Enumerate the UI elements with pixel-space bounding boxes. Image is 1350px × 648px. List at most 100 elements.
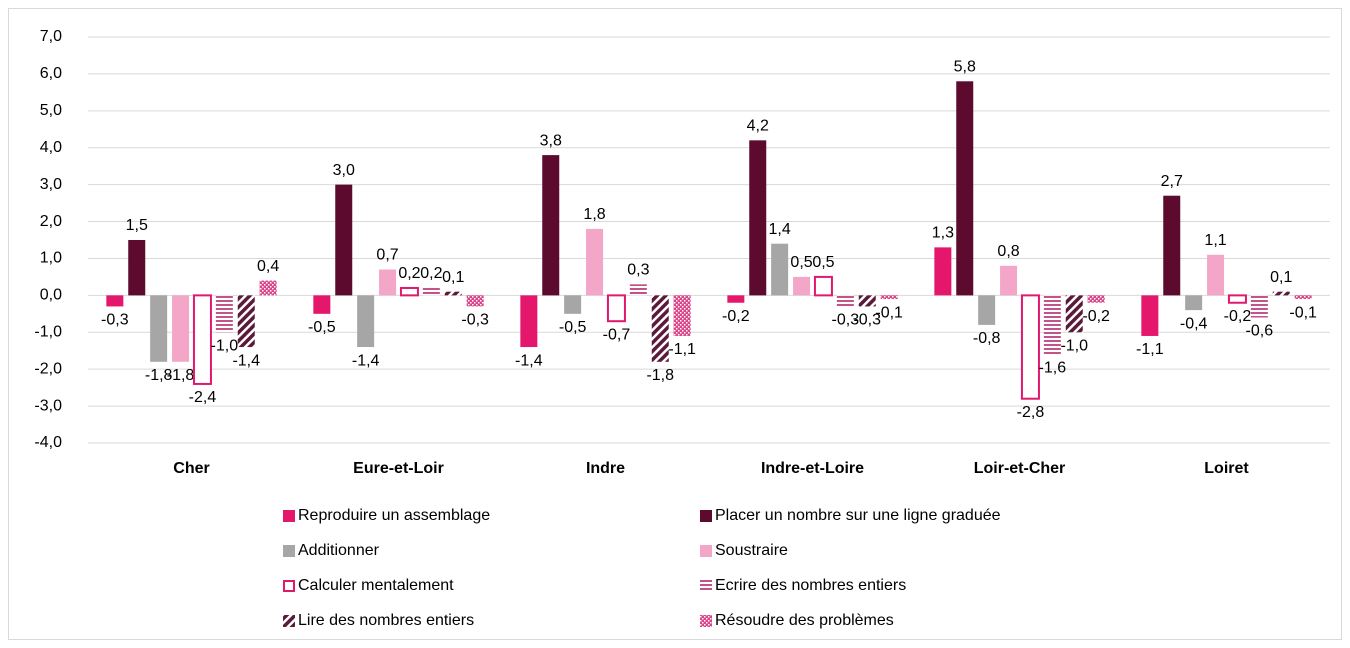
y-tick-label: 0,0 xyxy=(40,287,62,304)
data-label: -0,1 xyxy=(1289,304,1317,321)
bar xyxy=(793,276,811,296)
bar xyxy=(813,275,833,297)
bar xyxy=(606,294,626,323)
bar xyxy=(934,247,952,296)
bar xyxy=(150,295,168,362)
x-tick-label: Loir-et-Cher xyxy=(974,460,1066,477)
x-tick-label: Indre-et-Loire xyxy=(761,460,864,477)
bar xyxy=(673,295,691,336)
legend-swatch xyxy=(700,510,712,522)
y-tick-label: -2,0 xyxy=(34,360,62,377)
legend-label: Lire des nombres entiers xyxy=(298,612,474,629)
data-label: 1,4 xyxy=(769,221,791,238)
legend-label: Ecrire des nombres entiers xyxy=(715,577,906,594)
data-label: -1,0 xyxy=(1060,337,1088,354)
data-label: -1,4 xyxy=(352,352,380,369)
data-label: -1,0 xyxy=(211,337,239,354)
y-tick-label: -1,0 xyxy=(34,323,62,340)
legend-label: Additionner xyxy=(298,542,380,559)
legend-swatch xyxy=(283,580,295,592)
data-label: 0,1 xyxy=(442,269,464,286)
data-label: -1,4 xyxy=(232,352,260,369)
data-label: -0,3 xyxy=(853,312,881,329)
data-label: 1,1 xyxy=(1204,232,1226,249)
legend-label: Résoudre des problèmes xyxy=(715,612,894,629)
data-label: 0,2 xyxy=(420,265,442,282)
bar xyxy=(880,295,898,300)
bar xyxy=(357,295,375,348)
legend-swatch xyxy=(283,545,295,557)
data-label: 3,0 xyxy=(333,162,355,179)
bar xyxy=(858,295,876,307)
data-label: 5,8 xyxy=(954,59,976,76)
legend-label: Calculer mentalement xyxy=(298,577,454,594)
legend-label: Placer un nombre sur une ligne graduée xyxy=(715,507,1001,524)
bar xyxy=(1272,291,1290,296)
data-label: -0,5 xyxy=(559,319,587,336)
data-label: 3,8 xyxy=(540,132,562,149)
bar xyxy=(215,295,233,333)
legend-swatch xyxy=(700,545,712,557)
y-tick-label: -4,0 xyxy=(34,434,62,451)
y-tick-label: 2,0 xyxy=(40,213,62,230)
bar xyxy=(1227,294,1247,304)
y-tick-label: -3,0 xyxy=(34,397,62,414)
y-tick-label: 5,0 xyxy=(40,102,62,119)
data-label: 0,5 xyxy=(790,254,812,271)
bar xyxy=(335,184,353,296)
bar xyxy=(1207,254,1225,296)
bar xyxy=(771,243,789,296)
bar xyxy=(836,295,854,307)
bar xyxy=(727,295,745,303)
bar xyxy=(237,295,255,348)
x-tick-label: Loiret xyxy=(1204,460,1249,477)
data-label: 4,2 xyxy=(747,118,769,135)
bar xyxy=(564,295,582,314)
bar xyxy=(1020,294,1040,400)
data-label: 0,8 xyxy=(997,243,1019,260)
bar xyxy=(520,295,538,348)
y-tick-label: 6,0 xyxy=(40,65,62,82)
data-label: -0,8 xyxy=(973,330,1001,347)
bar xyxy=(172,295,190,362)
bar xyxy=(422,287,440,296)
bar xyxy=(1000,265,1018,296)
data-label: -0,3 xyxy=(832,312,860,329)
bar xyxy=(192,294,212,385)
bar xyxy=(749,140,767,296)
data-label: 2,7 xyxy=(1161,173,1183,190)
y-tick-label: 1,0 xyxy=(40,250,62,267)
bar xyxy=(1250,295,1268,318)
y-tick-label: 4,0 xyxy=(40,139,62,156)
data-label: -0,2 xyxy=(1224,308,1252,325)
bar xyxy=(629,284,647,296)
bar xyxy=(1294,295,1312,300)
legend-swatch xyxy=(283,615,295,627)
data-label: -0,3 xyxy=(461,312,489,329)
data-label: -1,8 xyxy=(145,367,173,384)
data-label: 0,2 xyxy=(398,265,420,282)
data-label: -0,3 xyxy=(101,312,129,329)
data-label: -1,1 xyxy=(668,341,696,358)
data-label: -1,1 xyxy=(1136,341,1164,358)
data-label: 1,3 xyxy=(932,225,954,242)
bar xyxy=(651,295,669,362)
data-label: 0,4 xyxy=(257,258,279,275)
legend-label: Soustraire xyxy=(715,542,788,559)
x-tick-label: Cher xyxy=(173,460,209,477)
data-label: 0,3 xyxy=(627,262,649,279)
data-label: -2,4 xyxy=(189,389,217,406)
bar xyxy=(444,291,462,296)
bar xyxy=(1043,295,1061,355)
bar xyxy=(542,155,560,296)
bar xyxy=(259,280,277,296)
data-label: -1,4 xyxy=(515,352,543,369)
bar xyxy=(1185,295,1203,311)
data-label: 0,7 xyxy=(376,247,398,264)
data-label: -0,6 xyxy=(1246,323,1274,340)
bar xyxy=(978,295,996,325)
bar xyxy=(128,240,146,296)
data-label: -0,4 xyxy=(1180,315,1208,332)
bar xyxy=(1163,195,1181,296)
data-label: -1,8 xyxy=(167,367,195,384)
